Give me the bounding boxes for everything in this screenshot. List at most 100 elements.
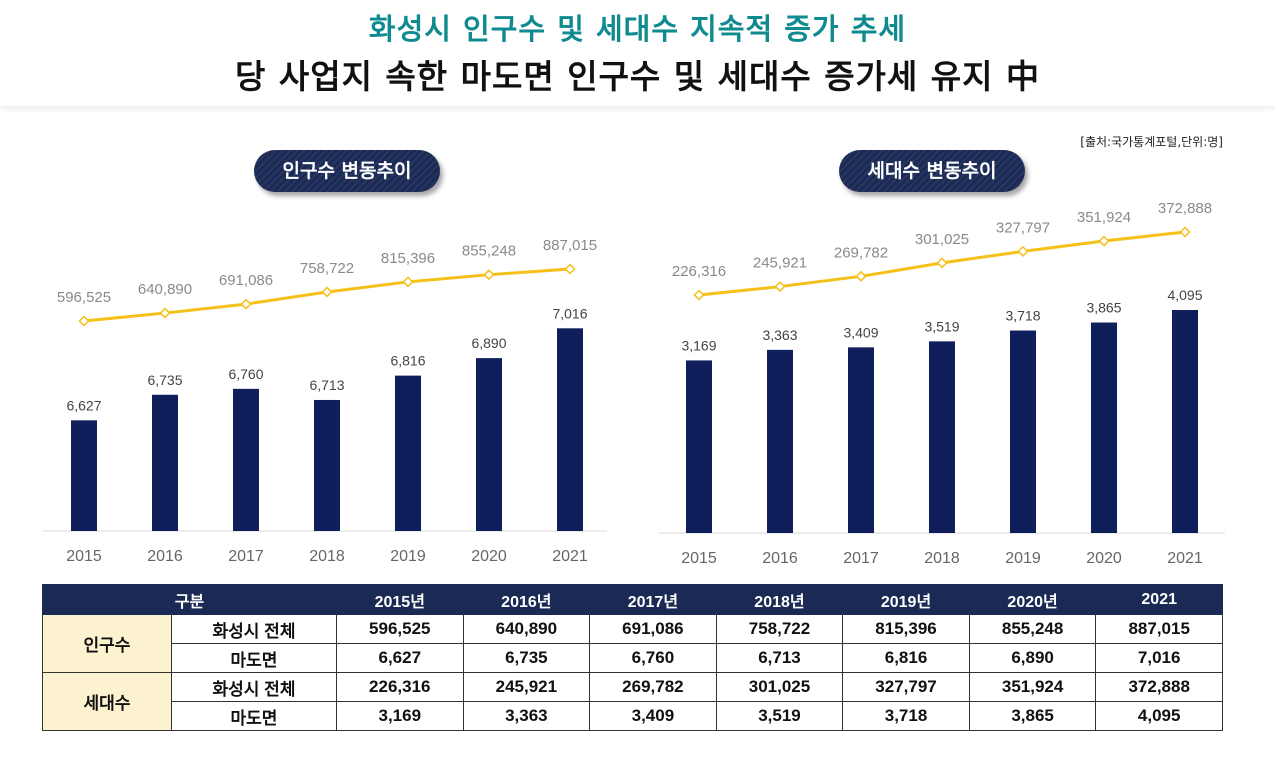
line-point: [1098, 235, 1110, 247]
line-point: [159, 307, 171, 319]
page-subtitle: 당 사업지 속한 마도면 인구수 및 세대수 증가세 유지 中: [235, 57, 1040, 96]
line-data-label: 327,797: [996, 219, 1050, 236]
line-data-label: 245,921: [753, 255, 807, 272]
table-cell: 6,890: [968, 643, 1097, 673]
bar: [686, 360, 712, 533]
table-cell: 6,760: [589, 643, 717, 673]
table-row: 세대수 화성시 전체 226,316 245,921 269,782 301,0…: [42, 672, 1223, 731]
table-header-row: 구분 2015년 2016년 2017년 2018년 2019년 2020년 2…: [42, 584, 1223, 615]
line-data-label: 596,525: [57, 289, 111, 306]
table-cell: 3,409: [589, 701, 717, 731]
bar-data-label: 4,095: [1167, 287, 1202, 303]
x-tick-label: 2017: [228, 548, 264, 565]
x-tick-label: 2021: [1167, 550, 1203, 567]
table-group-label: 인구수: [42, 614, 172, 673]
bar-data-label: 6,735: [147, 372, 182, 388]
table-row-label: 마도면: [171, 643, 337, 673]
x-tick-label: 2019: [390, 548, 426, 565]
bar-data-label: 3,169: [681, 337, 716, 353]
table-cell: 758,722: [715, 614, 844, 644]
x-tick-label: 2016: [762, 550, 798, 567]
x-tick-label: 2017: [843, 550, 879, 567]
table-cell: 887,015: [1095, 614, 1223, 644]
line-data-label: 758,722: [300, 260, 354, 277]
page-header: 화성시 인구수 및 세대수 지속적 증가 추세 당 사업지 속한 마도면 인구수…: [0, 0, 1275, 106]
table-row: 마도면 3,169 3,363 3,409 3,519 3,718 3,865 …: [43, 701, 1223, 731]
table-cell: 7,016: [1095, 643, 1223, 673]
bar-data-label: 6,816: [390, 353, 425, 369]
household-chart-title: 세대수 변동추이: [839, 150, 1025, 192]
table-cell: 372,888: [1095, 672, 1223, 702]
line-point: [240, 298, 252, 310]
table-cell: 3,363: [462, 701, 591, 731]
table-row: 인구수 화성시 전체 596,525 640,890 691,086 758,7…: [42, 614, 1223, 673]
line-point: [564, 263, 576, 275]
x-tick-label: 2020: [471, 548, 507, 565]
table-cell: 691,086: [589, 614, 717, 644]
table-row-label: 마도면: [171, 701, 337, 731]
line-point: [78, 315, 90, 327]
source-note: [출처:국가통계포털,단위:명]: [1080, 135, 1223, 149]
line-point: [693, 289, 705, 301]
line-data-label: 691,086: [219, 272, 273, 289]
table-row: 마도면 6,627 6,735 6,760 6,713 6,816 6,890 …: [43, 643, 1223, 673]
table-cell: 6,816: [842, 643, 970, 673]
line-data-label: 640,890: [138, 281, 192, 298]
bar: [767, 349, 793, 533]
line-data-label: 269,782: [834, 244, 888, 261]
table-year-header: 2018년: [715, 584, 844, 615]
bar: [314, 399, 340, 531]
bar-data-label: 3,865: [1086, 300, 1121, 316]
bar: [71, 420, 97, 531]
x-tick-label: 2021: [552, 548, 588, 565]
line-point: [855, 270, 867, 282]
table-year-header: 2021: [1095, 584, 1223, 615]
bar: [1091, 322, 1117, 533]
x-tick-label: 2015: [66, 548, 102, 565]
table-cell: 6,713: [715, 643, 844, 673]
x-tick-label: 2018: [924, 550, 960, 567]
bar-data-label: 6,890: [471, 335, 506, 351]
bar-data-label: 6,713: [309, 377, 344, 393]
line-data-label: 351,924: [1077, 209, 1131, 226]
line-data-label: 301,025: [915, 231, 969, 248]
x-tick-label: 2018: [309, 548, 345, 565]
bar-data-label: 3,409: [843, 324, 878, 340]
bar: [233, 388, 259, 531]
line-point: [321, 286, 333, 298]
bar: [1172, 310, 1198, 533]
x-tick-label: 2016: [147, 548, 183, 565]
bar-data-label: 6,760: [228, 366, 263, 382]
table-cell: 4,095: [1095, 701, 1223, 731]
bar: [1010, 330, 1036, 533]
table-cell: 269,782: [589, 672, 717, 702]
table-corner-header: 구분: [42, 584, 337, 615]
table-year-header: 2016년: [462, 584, 591, 615]
bar: [848, 347, 874, 533]
line-data-label: 372,888: [1158, 200, 1212, 217]
line-point: [1179, 226, 1191, 238]
table-cell: 855,248: [968, 614, 1097, 644]
bar-data-label: 3,718: [1005, 308, 1040, 324]
table-cell: 3,718: [842, 701, 970, 731]
trend-charts: 6,627 6,735 6,760 6,713 6,816 6,890 7,016 596,5…: [43, 200, 1225, 567]
table-cell: 640,890: [462, 614, 591, 644]
table-row-label: 화성시 전체: [171, 672, 337, 702]
table-cell: 3,169: [336, 701, 464, 731]
table-cell: 6,627: [336, 643, 464, 673]
table-cell: 245,921: [462, 672, 591, 702]
table-year-header: 2019년: [842, 584, 970, 615]
table-cell: 815,396: [842, 614, 970, 644]
table-cell: 351,924: [968, 672, 1097, 702]
line-data-label: 855,248: [462, 243, 516, 260]
line-point: [936, 257, 948, 269]
line-point: [774, 281, 786, 293]
bar-data-label: 6,627: [66, 397, 101, 413]
bar: [557, 328, 583, 531]
table-year-header: 2015년: [336, 584, 464, 615]
table-year-header: 2020년: [968, 584, 1097, 615]
table-cell: 3,865: [968, 701, 1097, 731]
x-tick-label: 2019: [1005, 550, 1041, 567]
page-title: 화성시 인구수 및 세대수 지속적 증가 추세: [368, 12, 907, 46]
table-cell: 327,797: [842, 672, 970, 702]
